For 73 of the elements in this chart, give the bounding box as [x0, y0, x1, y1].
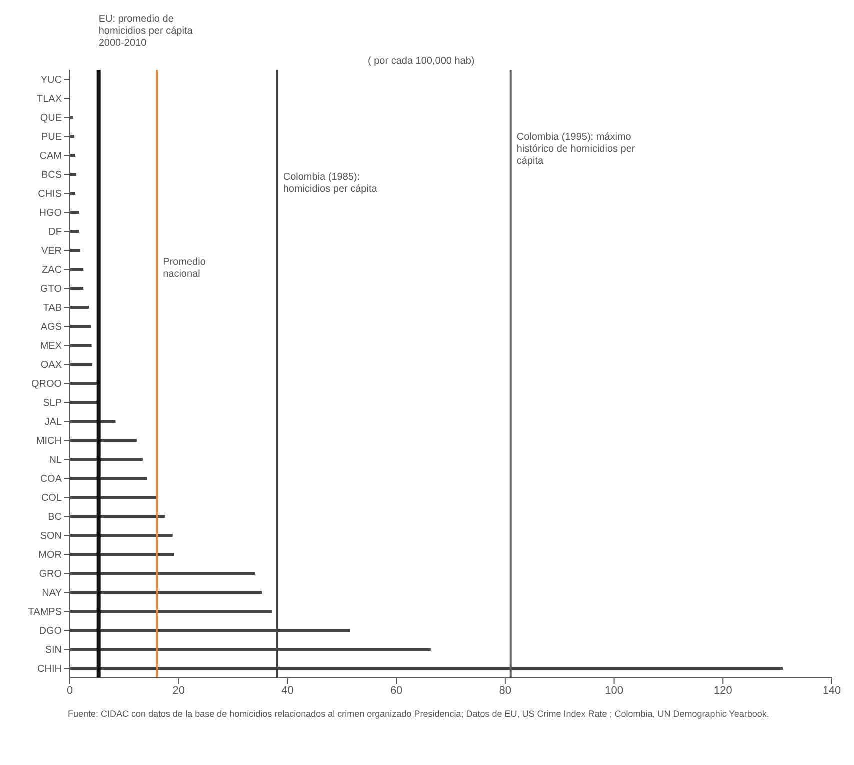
- x-tick-label: 100: [605, 684, 624, 697]
- bar: [70, 116, 74, 119]
- bar: [70, 192, 76, 195]
- bar: [70, 534, 173, 537]
- y-tick-label: JAL: [44, 417, 62, 428]
- y-tick-label: SIN: [45, 645, 62, 656]
- x-tick-label: 140: [822, 684, 842, 697]
- y-tick-label: NL: [49, 455, 62, 466]
- y-tick-label: TAB: [43, 303, 62, 314]
- x-tick-label: 120: [714, 684, 732, 697]
- y-tick-label: GRO: [39, 569, 62, 580]
- bar: [70, 439, 137, 442]
- y-tick-label: COA: [40, 474, 62, 486]
- y-tick-label: NAY: [42, 588, 62, 600]
- y-tick-label: QUE: [40, 113, 62, 124]
- bar: [70, 363, 92, 366]
- bar: [70, 515, 166, 518]
- bar: [70, 325, 92, 328]
- y-tick-label: DGO: [39, 626, 62, 638]
- y-tick-label: MICH: [36, 436, 62, 448]
- bar: [70, 382, 98, 385]
- x-tick-label: 40: [282, 684, 294, 697]
- y-tick-label: VER: [41, 246, 62, 258]
- bar: [70, 458, 143, 461]
- ref-line-label: Colombia (1985): homicidios per cápita: [283, 172, 378, 195]
- bar: [70, 230, 80, 233]
- bar: [70, 135, 74, 138]
- y-tick-label: HGO: [39, 208, 62, 220]
- source-note: Fuente: CIDAC con datos de la base de homicidios relacionados al crimen organizado Presidencia; Datos de EU, US Crime Index Rate ; Colombia, UN Demographic Yearbook.: [68, 708, 770, 720]
- bar: [70, 591, 262, 594]
- bar: [70, 401, 98, 404]
- y-tick-label: MEX: [40, 341, 62, 352]
- bar: [70, 249, 80, 252]
- y-tick-label: BC: [48, 512, 62, 524]
- x-tick-label: 20: [172, 684, 185, 697]
- bar: [70, 173, 77, 176]
- y-tick-label: COL: [41, 493, 62, 504]
- y-tick-label: TAMPS: [28, 607, 62, 618]
- y-tick-label: OAX: [40, 360, 62, 372]
- ref-line-label: Promedio nacional: [163, 257, 206, 280]
- bar: [70, 211, 80, 214]
- y-tick-label: CAM: [40, 151, 62, 162]
- bar: [70, 306, 90, 309]
- x-tick-label: 80: [499, 684, 512, 697]
- bar: [70, 287, 84, 290]
- ref-line-label: Colombia (1995): máximo histórico de homicidios per cápita: [516, 132, 636, 167]
- y-tick-label: AGS: [40, 322, 62, 334]
- bar: [70, 496, 158, 499]
- bar: [70, 572, 256, 575]
- y-tick-label: MOR: [38, 550, 62, 562]
- x-tick-label: 60: [390, 684, 403, 697]
- y-tick-label: SLP: [43, 398, 62, 410]
- y-tick-label: DF: [48, 227, 62, 238]
- y-tick-label: SON: [40, 531, 62, 542]
- y-tick-label: BCS: [41, 170, 62, 182]
- bar: [70, 420, 116, 423]
- y-tick-label: PUE: [41, 132, 62, 144]
- bar: [70, 268, 84, 271]
- chart-subtitle: ( por cada 100,000 hab): [368, 56, 475, 67]
- bar: [70, 344, 92, 347]
- bar: [70, 610, 272, 613]
- y-tick-label: YUC: [40, 75, 62, 86]
- bar: [70, 553, 175, 556]
- y-tick-label: CHIH: [38, 664, 62, 676]
- x-tick-label: 0: [66, 684, 74, 697]
- ref-line-label: EU: promedio de homicidios per cápita 2000-2010: [98, 14, 194, 49]
- y-tick-label: CHIS: [38, 189, 62, 200]
- y-tick-label: TLAX: [36, 94, 62, 106]
- y-tick-label: GTO: [40, 284, 62, 296]
- bar: [70, 477, 148, 480]
- y-tick-label: ZAC: [42, 265, 62, 276]
- y-tick-label: QROO: [31, 379, 62, 390]
- bar: [70, 154, 76, 157]
